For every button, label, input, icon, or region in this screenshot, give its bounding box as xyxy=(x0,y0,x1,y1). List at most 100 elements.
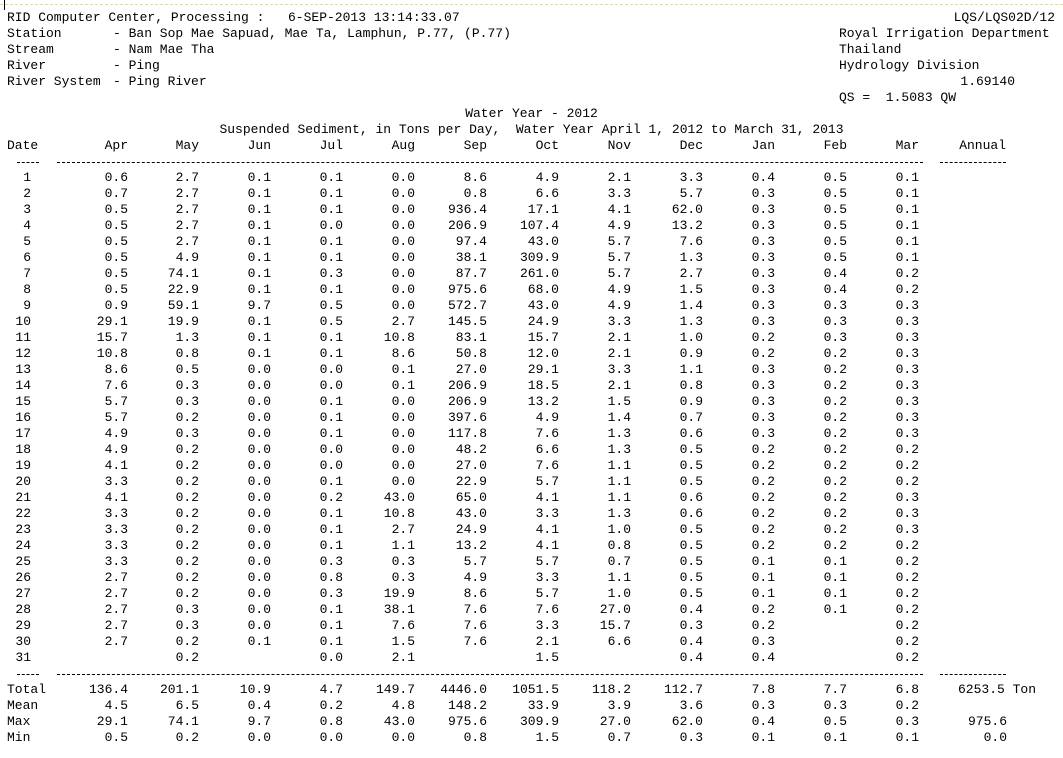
river-label: River xyxy=(7,58,47,73)
month-header-jun: Jun xyxy=(247,138,271,153)
day-number: 20 xyxy=(15,474,31,489)
cell-sep: 7.6 xyxy=(463,618,487,633)
table-row: 23 3.3 0.2 0.0 0.1 2.7 24.9 4.1 1.0 0.5 0.2 0.2 0.3 xyxy=(0,522,1063,538)
day-number: 30 xyxy=(15,634,31,649)
cell-jun: 0.1 xyxy=(247,202,271,217)
cell-may: 0.2 xyxy=(175,474,199,489)
day-number: 27 xyxy=(15,586,31,601)
table-row: 4 0.5 2.7 0.1 0.0 0.0 206.9 107.4 4.9 13.2 0.3 0.5 0… xyxy=(0,218,1063,234)
cell-apr: 29.1 xyxy=(96,314,128,329)
table-row: 12 10.8 0.8 0.1 0.1 8.6 50.8 12.0 2.1 0.9 0.2 0.2 0.… xyxy=(0,346,1063,362)
cell-apr: 2.7 xyxy=(104,602,128,617)
cell-apr: 4.9 xyxy=(104,442,128,457)
org-country: Thailand xyxy=(839,42,902,57)
cell-apr: 3.3 xyxy=(104,554,128,569)
cell-apr: 3.3 xyxy=(104,538,128,553)
cell-may: 0.2 xyxy=(175,554,199,569)
header-rule-row xyxy=(0,154,1063,170)
cell-nov: 27.0 xyxy=(599,602,631,617)
cell-mar: 0.2 xyxy=(895,474,919,489)
cell-mar: 0.3 xyxy=(895,314,919,329)
cell-may: 2.7 xyxy=(175,202,199,217)
cell-jul: 0.1 xyxy=(319,474,343,489)
cell-jul: 0.1 xyxy=(319,186,343,201)
cell-jan: 0.3 xyxy=(751,186,775,201)
cell-mar: 0.3 xyxy=(895,410,919,425)
summary-cell-sep: 0.8 xyxy=(463,730,487,745)
cell-mar: 0.3 xyxy=(895,330,919,345)
cell-nov: 3.3 xyxy=(607,314,631,329)
cell-sep: 206.9 xyxy=(447,378,487,393)
summary-cell-apr: 29.1 xyxy=(96,714,128,729)
summary-rule-row xyxy=(0,666,1063,682)
cell-dec: 0.4 xyxy=(679,634,703,649)
cell-may: 0.2 xyxy=(175,522,199,537)
cell-mar: 0.2 xyxy=(895,618,919,633)
cell-apr: 8.6 xyxy=(104,362,128,377)
day-number: 14 xyxy=(15,378,31,393)
header-line-3: Stream - Nam Mae Tha Thailand xyxy=(0,42,1063,58)
cell-nov: 1.3 xyxy=(607,426,631,441)
table-row: 2 0.7 2.7 0.1 0.1 0.0 0.8 6.6 3.3 5.7 0.3 0.5 0.1 xyxy=(0,186,1063,202)
river-value: - Ping xyxy=(113,58,160,73)
cell-jul: 0.0 xyxy=(319,362,343,377)
cell-jun: 0.0 xyxy=(247,362,271,377)
cell-dec: 0.6 xyxy=(679,426,703,441)
cell-aug: 0.0 xyxy=(391,458,415,473)
cell-jan: 0.3 xyxy=(751,282,775,297)
cell-jan: 0.2 xyxy=(751,330,775,345)
cell-dec: 0.5 xyxy=(679,442,703,457)
cell-feb: 0.1 xyxy=(823,602,847,617)
summary-cell-feb: 0.5 xyxy=(823,714,847,729)
day-number: 24 xyxy=(15,538,31,553)
cell-mar: 0.3 xyxy=(895,378,919,393)
cell-apr: 0.5 xyxy=(104,282,128,297)
cell-nov: 1.1 xyxy=(607,490,631,505)
cell-aug: 0.3 xyxy=(391,570,415,585)
cell-jan: 0.2 xyxy=(751,490,775,505)
summary-cell-jan: 0.1 xyxy=(751,730,775,745)
cell-feb: 0.3 xyxy=(823,298,847,313)
day-number: 19 xyxy=(15,458,31,473)
table-row: 13 8.6 0.5 0.0 0.0 0.1 27.0 29.1 3.3 1.1 0.3 0.2 0.3 xyxy=(0,362,1063,378)
cell-may: 0.2 xyxy=(175,410,199,425)
cell-dec: 7.6 xyxy=(679,234,703,249)
cell-aug: 1.1 xyxy=(391,538,415,553)
month-header-feb: Feb xyxy=(823,138,847,153)
cell-aug: 2.1 xyxy=(391,650,415,665)
cell-feb: 0.4 xyxy=(823,266,847,281)
summary-row: Total 136.4 201.1 10.9 4.7 149.7 4446.0 1051.5 1… xyxy=(0,682,1063,698)
summary-cell-jan: 0.4 xyxy=(751,714,775,729)
day-number: 16 xyxy=(15,410,31,425)
cell-mar: 0.2 xyxy=(895,282,919,297)
cell-jul: 0.1 xyxy=(319,538,343,553)
table-row: 19 4.1 0.2 0.0 0.0 0.0 27.0 7.6 1.1 0.5 0.2 0.2 0.2 xyxy=(0,458,1063,474)
summary-cell-jul: 0.8 xyxy=(319,714,343,729)
report-subtitle: Suspended Sediment, in Tons per Day, Wat… xyxy=(219,122,844,137)
cell-jun: 0.0 xyxy=(247,554,271,569)
cell-sep: 43.0 xyxy=(455,506,487,521)
cell-nov: 1.3 xyxy=(607,506,631,521)
cell-mar: 0.3 xyxy=(895,362,919,377)
day-number: 10 xyxy=(15,314,31,329)
cell-aug: 0.0 xyxy=(391,234,415,249)
summary-cell-oct: 33.9 xyxy=(527,698,559,713)
coefficient-value: 1.69140 xyxy=(960,74,1015,89)
cell-mar: 0.2 xyxy=(895,634,919,649)
cell-oct: 1.5 xyxy=(535,650,559,665)
station-value: - Ban Sop Mae Sapuad, Mae Ta, Lamphun, P… xyxy=(113,26,511,41)
cell-jun: 0.0 xyxy=(247,522,271,537)
cell-apr: 2.7 xyxy=(104,634,128,649)
day-number: 1 xyxy=(23,170,31,185)
day-number: 2 xyxy=(23,186,31,201)
cell-mar: 0.1 xyxy=(895,170,919,185)
cell-jul: 0.1 xyxy=(319,346,343,361)
cell-nov: 2.1 xyxy=(607,378,631,393)
cell-jul: 0.1 xyxy=(319,394,343,409)
cell-feb: 0.5 xyxy=(823,202,847,217)
table-row: 6 0.5 4.9 0.1 0.1 0.0 38.1 309.9 5.7 1.3 0.3 0.5 0.1 xyxy=(0,250,1063,266)
cell-nov: 6.6 xyxy=(607,634,631,649)
cell-may: 0.5 xyxy=(175,362,199,377)
cell-apr: 0.5 xyxy=(104,234,128,249)
cell-dec: 0.3 xyxy=(679,618,703,633)
